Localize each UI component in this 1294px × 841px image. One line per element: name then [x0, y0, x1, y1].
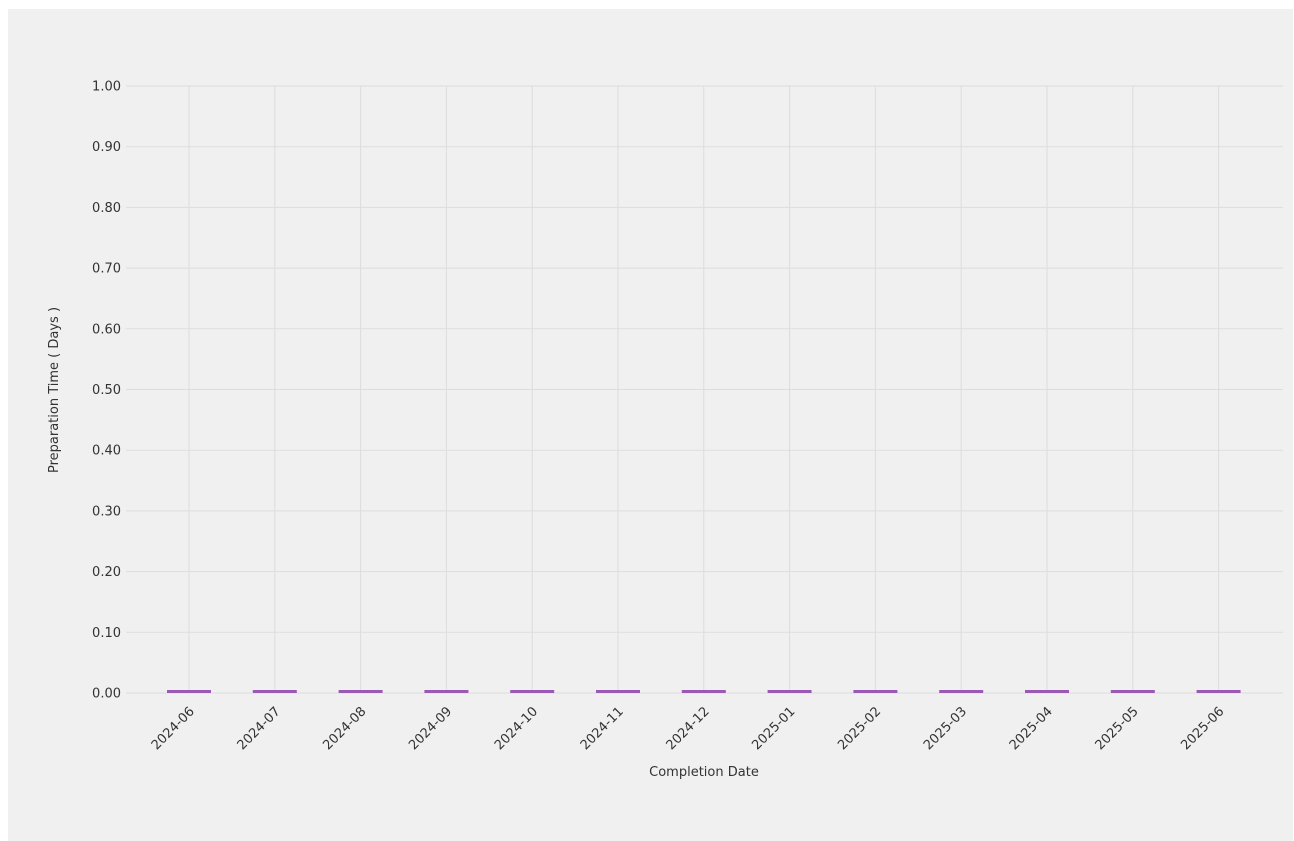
- bar[interactable]: [338, 690, 383, 693]
- x-axis-title: Completion Date: [649, 765, 759, 780]
- y-tick-label: 0.80: [92, 201, 121, 216]
- bar-layer: [167, 690, 1241, 693]
- y-axis-title: Preparation Time ( Days ): [47, 307, 62, 473]
- x-tick-label: 2025-05: [1093, 704, 1142, 753]
- bar[interactable]: [596, 690, 640, 693]
- x-tick-label: 2024-07: [235, 704, 284, 753]
- bar[interactable]: [424, 690, 469, 693]
- y-tick-labels: 0.00 0.10 0.20 0.30 0.40 0.50 0.60 0.70 0.80 0.90…: [92, 80, 121, 702]
- x-tick-label: 2024-08: [320, 704, 369, 753]
- x-tick-label: 2025-02: [835, 704, 884, 753]
- bar[interactable]: [1196, 690, 1241, 693]
- x-tick-label: 2025-06: [1178, 704, 1227, 753]
- x-tick-label: 2024-06: [149, 704, 198, 753]
- y-tick-label: 0.20: [92, 565, 121, 580]
- y-tick-label: 0.50: [92, 383, 121, 398]
- y-tick-label: 0.40: [92, 444, 121, 459]
- bar[interactable]: [681, 690, 726, 693]
- y-tick-label: 0.30: [92, 504, 121, 519]
- y-tick-label: 1.00: [92, 80, 121, 95]
- bar[interactable]: [252, 690, 297, 693]
- bar[interactable]: [853, 690, 898, 693]
- y-tick-label: 0.60: [92, 322, 121, 337]
- x-tick-label: 2024-12: [664, 704, 713, 753]
- bar[interactable]: [767, 690, 812, 693]
- x-tick-label: 2025-04: [1007, 704, 1056, 753]
- x-tick-label: 2024-10: [492, 704, 541, 753]
- x-tick-label: 2024-09: [406, 704, 455, 753]
- x-tick-label: 2024-11: [578, 704, 627, 753]
- bar[interactable]: [167, 690, 211, 693]
- x-tick-labels: 2024-06 2024-07 2024-08 2024-09 2024-10 2024-…: [149, 704, 1228, 753]
- chart-panel: [8, 9, 1293, 841]
- y-tick-label: 0.90: [92, 140, 121, 155]
- y-tick-label: 0.10: [92, 626, 121, 641]
- bar[interactable]: [1110, 690, 1155, 693]
- x-tick-label: 2025-01: [749, 704, 798, 753]
- grid-layer: [126, 85, 1283, 694]
- y-tick-label: 0.00: [92, 687, 121, 702]
- bar[interactable]: [1025, 690, 1069, 693]
- y-tick-label: 0.70: [92, 262, 121, 277]
- bar[interactable]: [510, 690, 555, 693]
- x-tick-label: 2025-03: [921, 704, 970, 753]
- bar[interactable]: [939, 690, 984, 693]
